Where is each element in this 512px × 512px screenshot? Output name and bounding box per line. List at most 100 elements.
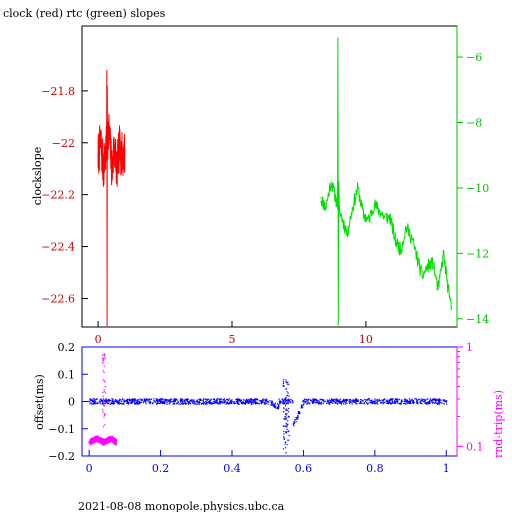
rtc-slope-point <box>335 200 338 202</box>
upper-left-tick-label: −22.2 <box>41 189 75 202</box>
rtc-slope-point <box>368 220 370 222</box>
clock-slope-point <box>112 168 114 170</box>
footer-text: 2021-08-08 monopole.physics.ubc.ca <box>78 500 285 512</box>
clock-slope-point <box>118 147 121 149</box>
round-trip-scatter <box>89 353 118 446</box>
clock-slope-point <box>124 152 126 154</box>
offset-point <box>124 400 126 403</box>
offset-point <box>88 400 90 403</box>
rtc-slope-point <box>389 216 391 218</box>
offset-point <box>445 400 448 403</box>
lower-x-tick-label: 0 <box>86 462 93 475</box>
clock-slope-point <box>108 129 110 131</box>
rtc-slope-point <box>410 236 413 238</box>
lower-left-tick-label: −0.2 <box>48 450 75 463</box>
upper-right-tick-label: −6 <box>466 51 482 64</box>
lower-left-tick-label: 0 <box>68 396 75 409</box>
rtc-slope-point <box>330 180 332 182</box>
clock-slope-point <box>105 150 107 152</box>
round-trip-point <box>88 441 90 444</box>
chart-title: clock (red) rtc (green) slopes <box>3 7 166 20</box>
rtc-slope-point <box>378 210 380 212</box>
offset-point <box>231 400 233 403</box>
lower-x-tick-label: 0.8 <box>366 462 384 475</box>
upper-left-tick-label: −21.8 <box>41 85 75 98</box>
offset-point <box>302 400 305 403</box>
lower-series <box>88 353 448 454</box>
upper-left-tick-label: −22.6 <box>41 292 75 305</box>
rtc-slope-point <box>400 249 402 251</box>
clock-slope-point <box>121 155 123 157</box>
rtc-slope-point <box>319 197 321 199</box>
rtc-slope-point <box>394 239 396 241</box>
rtc-slope-point <box>421 275 423 277</box>
upper-x-tick-label: 10 <box>359 333 373 346</box>
rtc-slope-point <box>448 295 450 297</box>
upper-left-ticks: −21.8 −22 −22.2 −22.4 −22.6 <box>41 85 88 305</box>
rtc-slope-point <box>362 213 364 215</box>
clock-slope-point <box>110 162 113 165</box>
lower-x-tick-label: 1 <box>443 462 450 475</box>
clock-slope-point <box>113 142 115 144</box>
offset-point <box>266 400 269 403</box>
upper-x-tick-label: 0 <box>95 333 102 346</box>
offset-point <box>338 400 340 403</box>
rtc-slope-point <box>405 226 407 228</box>
rtc-slope-point <box>346 233 348 235</box>
offset-point <box>159 400 162 403</box>
clock-slope-point <box>100 142 102 144</box>
upper-x-ticks: 0 5 10 <box>95 321 373 346</box>
upper-x-tick-label: 5 <box>229 333 236 346</box>
clock-slope-point <box>116 168 118 170</box>
rtc-slope-point <box>357 187 359 189</box>
rtc-slope-point <box>325 207 327 209</box>
lower-left-ticks: 0.2 0.1 0 −0.1 −0.2 <box>48 341 88 463</box>
round-trip-point <box>109 437 112 440</box>
round-trip-point <box>102 441 105 444</box>
rtc-slope-point <box>341 216 343 218</box>
upper-right-tick-label: −14 <box>466 313 489 326</box>
clock-slope-point <box>102 168 104 170</box>
rtc-slope-point <box>416 256 418 258</box>
lower-y-axis-label-left: offset(ms) <box>33 374 46 430</box>
upper-left-tick-label: −22.4 <box>41 241 75 254</box>
offset-point <box>409 400 412 403</box>
rtc-slope-trace <box>320 37 453 326</box>
lower-x-tick-label: 0.4 <box>223 462 241 475</box>
lower-left-tick-label: 0.2 <box>58 341 76 354</box>
offset-point <box>195 400 198 403</box>
upper-right-tick-label: −10 <box>466 182 489 195</box>
rtc-slope-point <box>351 207 354 209</box>
upper-left-tick-label: −22 <box>52 137 75 150</box>
lower-x-tick-label: 0.6 <box>295 462 313 475</box>
offset-scatter <box>89 379 448 454</box>
clock-slope-trace <box>97 70 126 327</box>
lower-x-ticks: 0 0.2 0.4 0.6 0.8 1 <box>86 450 450 475</box>
rtc-slope-point <box>443 252 445 254</box>
offset-point <box>374 400 376 403</box>
lower-left-tick-label: 0.1 <box>58 368 76 381</box>
rtc-slope-point <box>432 262 434 264</box>
round-trip-point <box>95 437 98 440</box>
upper-right-axis: −6 −8 −10 −12 −14 <box>456 26 489 327</box>
lower-y-axis-label-right: rnd-trip(ms) <box>492 390 505 458</box>
offset-point <box>284 441 287 444</box>
upper-right-tick-label: −12 <box>466 247 489 260</box>
round-trip-point <box>115 441 117 444</box>
rtc-slope-point <box>384 216 386 218</box>
lower-right-axis: 10.1 <box>456 341 484 456</box>
rtc-slope-point <box>451 308 453 310</box>
upper-plot-frame <box>81 25 458 328</box>
clock-slope-point <box>97 155 99 157</box>
lower-x-tick-label: 0.2 <box>152 462 170 475</box>
rtc-slope-point <box>437 288 439 290</box>
upper-chart: −6 −8 −10 −12 −14 −21.8 −22 −22.2 −22.4 −22.6 0 5… <box>31 25 489 346</box>
rtc-slope-point <box>373 203 375 205</box>
offset-point <box>277 406 280 408</box>
lower-right-tick-label: 0.1 <box>466 440 484 453</box>
lower-left-tick-label: −0.1 <box>48 423 75 436</box>
lower-right-tick-label: 1 <box>466 341 473 354</box>
upper-right-tick-label: −8 <box>466 117 482 130</box>
rtc-slope-point <box>426 265 429 268</box>
